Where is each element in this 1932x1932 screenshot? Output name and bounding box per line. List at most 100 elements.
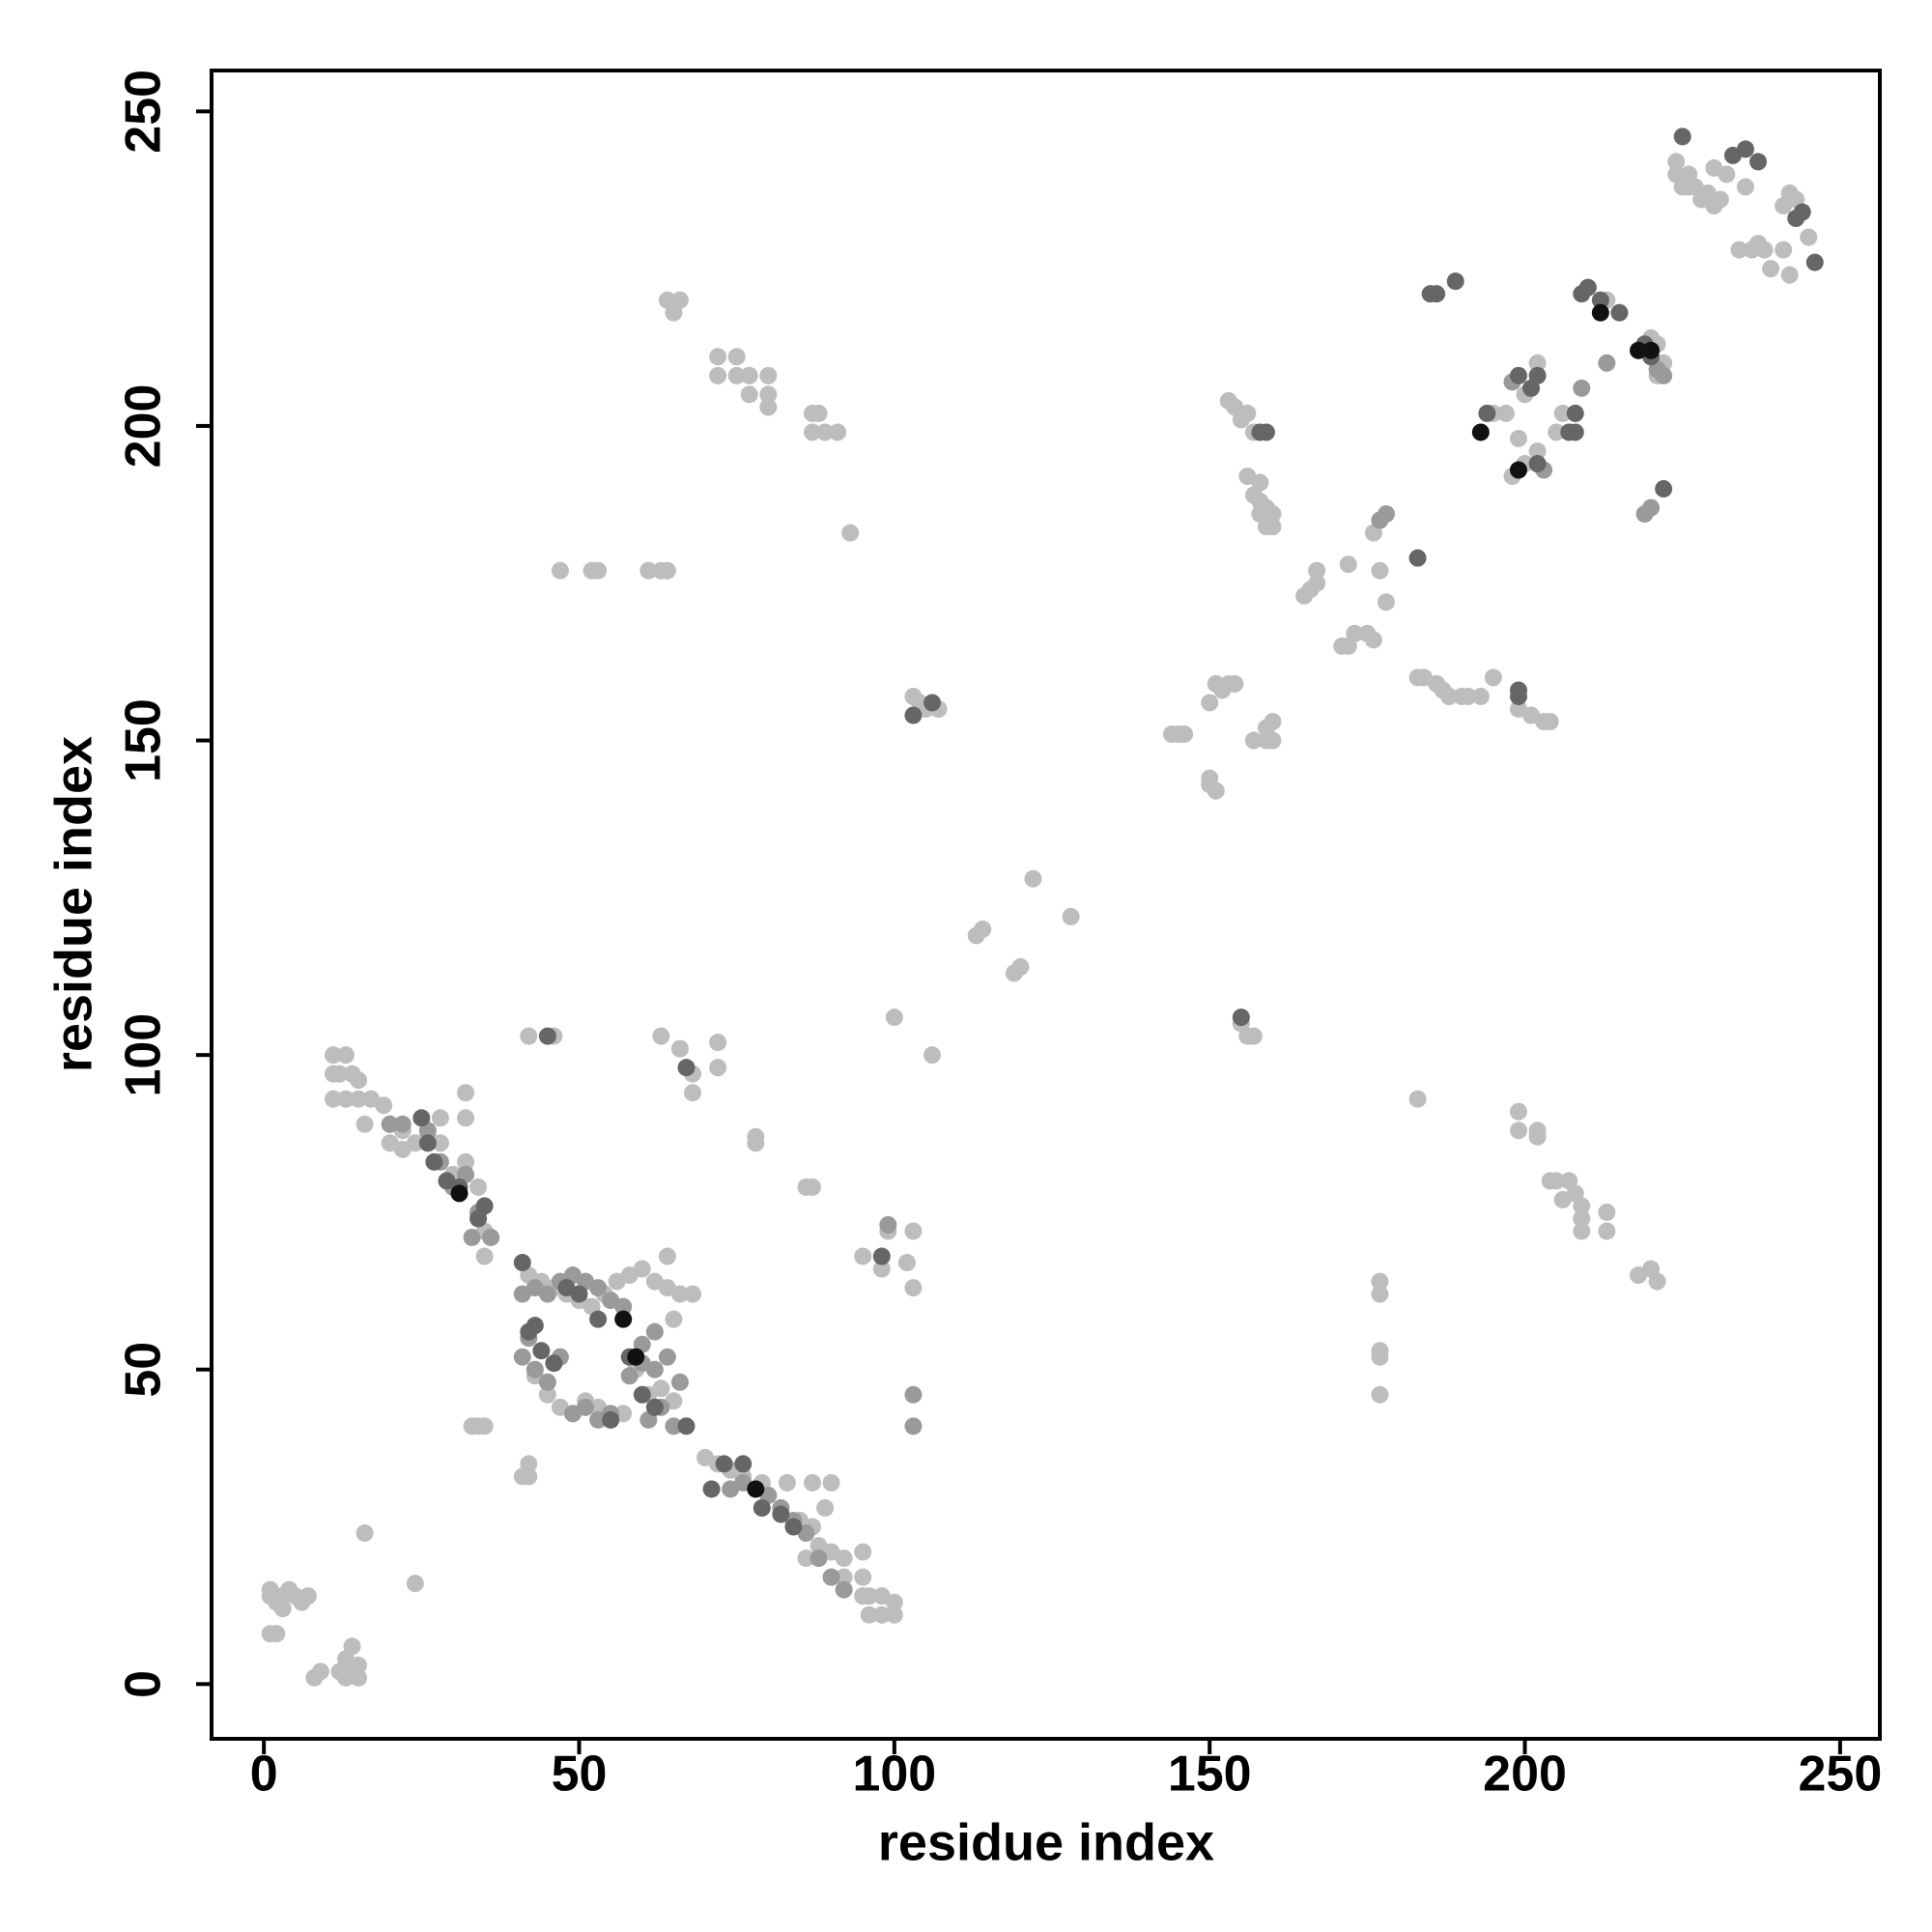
x-tick-label: 200 bbox=[1483, 1747, 1567, 1803]
point bbox=[330, 1065, 349, 1083]
point bbox=[670, 1373, 689, 1391]
point bbox=[835, 1568, 853, 1586]
point bbox=[1800, 228, 1818, 246]
point bbox=[538, 1285, 556, 1303]
point bbox=[872, 1605, 891, 1624]
point bbox=[1201, 694, 1219, 712]
point bbox=[261, 1580, 279, 1599]
point bbox=[1371, 1348, 1389, 1366]
point bbox=[854, 1247, 872, 1265]
point bbox=[355, 1524, 374, 1543]
point bbox=[1598, 1222, 1616, 1240]
point bbox=[1591, 291, 1609, 309]
point bbox=[1780, 266, 1799, 284]
point bbox=[923, 694, 942, 712]
point bbox=[482, 1228, 500, 1246]
point bbox=[1762, 260, 1780, 278]
point bbox=[734, 1455, 753, 1473]
point bbox=[1573, 1209, 1591, 1228]
point bbox=[337, 1046, 355, 1065]
point bbox=[753, 1499, 771, 1518]
point bbox=[343, 1637, 361, 1656]
point bbox=[463, 1228, 481, 1246]
point bbox=[645, 1360, 664, 1378]
point bbox=[1705, 158, 1723, 177]
point bbox=[670, 1285, 689, 1303]
point bbox=[1541, 712, 1559, 730]
point bbox=[677, 1417, 696, 1435]
x-tick-label: 150 bbox=[1168, 1747, 1252, 1803]
point bbox=[1011, 957, 1030, 976]
point bbox=[1510, 366, 1528, 384]
point bbox=[1484, 668, 1502, 687]
point bbox=[670, 1039, 689, 1058]
point bbox=[1711, 190, 1729, 209]
point bbox=[1528, 1127, 1547, 1146]
point bbox=[727, 348, 746, 366]
point bbox=[904, 1417, 923, 1435]
point bbox=[1655, 480, 1673, 498]
point bbox=[778, 1473, 796, 1492]
point bbox=[1440, 687, 1459, 705]
point bbox=[1598, 1203, 1616, 1221]
point bbox=[1264, 731, 1282, 750]
point bbox=[652, 1027, 670, 1045]
point bbox=[1308, 561, 1326, 580]
point bbox=[538, 1373, 556, 1391]
point bbox=[589, 1279, 608, 1297]
point bbox=[897, 1254, 916, 1272]
point bbox=[1339, 555, 1357, 574]
point bbox=[1642, 341, 1661, 359]
point bbox=[1257, 518, 1275, 536]
point bbox=[1528, 354, 1547, 372]
point bbox=[1478, 404, 1496, 422]
point bbox=[1377, 593, 1395, 611]
y-tick-label: 100 bbox=[116, 1013, 172, 1097]
point bbox=[715, 1455, 733, 1473]
point bbox=[1428, 285, 1446, 303]
point bbox=[841, 524, 860, 542]
x-tick-label: 0 bbox=[250, 1747, 278, 1803]
point bbox=[1510, 1102, 1528, 1121]
point bbox=[804, 423, 822, 441]
point bbox=[513, 1348, 531, 1366]
point bbox=[1207, 781, 1225, 800]
point bbox=[816, 1499, 835, 1518]
point bbox=[513, 1254, 531, 1272]
point bbox=[974, 920, 992, 938]
point bbox=[1749, 153, 1768, 171]
point bbox=[885, 1593, 903, 1611]
point bbox=[1553, 404, 1572, 422]
point bbox=[1573, 1222, 1591, 1240]
point bbox=[1573, 379, 1591, 397]
point bbox=[658, 1348, 676, 1366]
y-tick-label: 50 bbox=[116, 1342, 172, 1398]
point bbox=[709, 1034, 727, 1052]
point bbox=[1548, 1172, 1566, 1190]
point bbox=[324, 1090, 342, 1108]
point bbox=[1736, 178, 1754, 196]
plot-frame bbox=[210, 69, 1882, 1741]
point bbox=[1610, 303, 1629, 322]
x-tick-label: 50 bbox=[552, 1747, 608, 1803]
point bbox=[835, 1549, 853, 1568]
point bbox=[747, 1480, 765, 1498]
point bbox=[683, 1084, 701, 1102]
point bbox=[854, 1587, 872, 1605]
point bbox=[457, 1152, 475, 1171]
point bbox=[854, 1568, 872, 1586]
point bbox=[665, 1310, 683, 1328]
y-tick-label: 250 bbox=[116, 70, 172, 154]
point bbox=[677, 1059, 696, 1077]
point bbox=[1510, 1122, 1528, 1140]
point bbox=[1680, 178, 1698, 196]
point bbox=[727, 366, 746, 384]
point bbox=[1566, 423, 1584, 441]
point bbox=[538, 1027, 556, 1045]
point bbox=[1648, 1272, 1666, 1291]
point bbox=[1471, 687, 1490, 705]
point bbox=[1377, 505, 1395, 524]
point bbox=[759, 385, 778, 404]
point bbox=[406, 1575, 424, 1593]
point bbox=[425, 1152, 443, 1171]
